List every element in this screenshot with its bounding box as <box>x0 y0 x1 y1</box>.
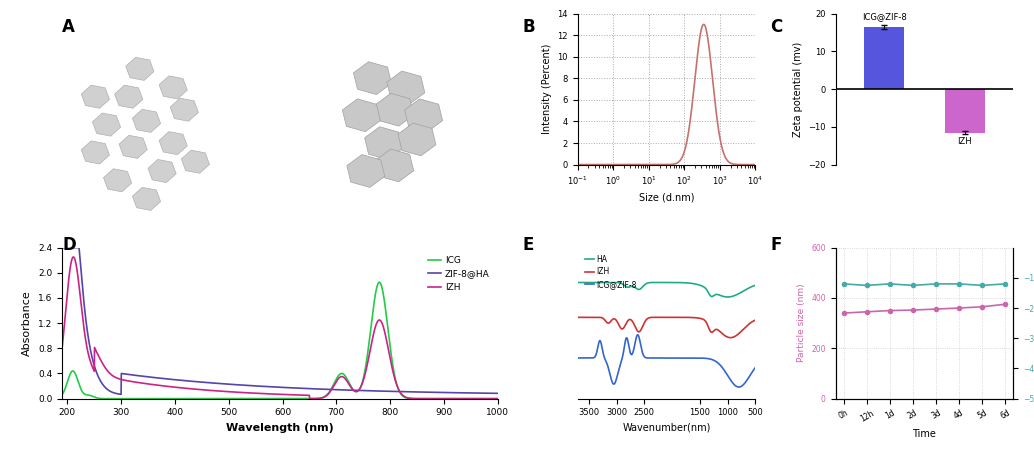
Text: 500nm: 500nm <box>454 190 481 199</box>
IZH <box>750 317 762 323</box>
HA <box>694 283 706 288</box>
ZIF-8@HA <box>479 390 491 396</box>
Text: b: b <box>306 193 314 206</box>
IZH <box>710 327 723 332</box>
Text: ICG@ZIF-8: ICG@ZIF-8 <box>861 12 907 21</box>
HA <box>643 280 656 285</box>
ICG@ZIF-8 <box>572 355 584 361</box>
Line: ICG@ZIF-8: ICG@ZIF-8 <box>578 335 756 387</box>
HA <box>722 294 734 300</box>
ICG <box>78 391 90 397</box>
IZH <box>589 315 602 320</box>
X-axis label: Size (d.nm): Size (d.nm) <box>639 192 695 202</box>
Text: 500nm: 500nm <box>221 190 248 199</box>
ICG <box>479 396 491 401</box>
ICG@ZIF-8 <box>650 355 663 361</box>
Line: ICG: ICG <box>62 282 497 399</box>
Bar <box>945 89 985 133</box>
ZIF-8@HA <box>399 389 412 395</box>
ICG@ZIF-8 <box>589 352 602 358</box>
IZH <box>56 346 68 352</box>
IZH <box>643 315 656 320</box>
ZIF-8@HA <box>479 390 491 396</box>
ICG@ZIF-8 <box>710 359 723 365</box>
ICG@ZIF-8 <box>732 384 744 390</box>
IZH <box>713 328 726 334</box>
ICG <box>256 396 269 401</box>
Y-axis label: Particle size (nm): Particle size (nm) <box>796 284 805 362</box>
IZH <box>79 329 91 335</box>
Text: A: A <box>62 18 74 36</box>
HA <box>589 280 602 285</box>
ICG <box>491 396 504 401</box>
X-axis label: Time: Time <box>912 429 937 439</box>
Line: HA: HA <box>578 283 756 297</box>
ICG@ZIF-8 <box>643 355 656 361</box>
HA <box>713 292 726 298</box>
ZIF-8@HA <box>115 391 127 397</box>
Text: IZH: IZH <box>957 137 972 146</box>
Text: F: F <box>770 236 782 254</box>
IZH <box>399 394 412 400</box>
IZH <box>572 315 584 320</box>
Y-axis label: Intensity (Percent): Intensity (Percent) <box>542 44 552 134</box>
IZH <box>694 316 706 321</box>
Line: IZH: IZH <box>62 257 497 399</box>
X-axis label: Wavelength (nm): Wavelength (nm) <box>226 423 334 433</box>
HA <box>710 292 723 297</box>
Text: a: a <box>73 193 82 206</box>
IZH <box>491 396 504 401</box>
IZH <box>268 391 280 397</box>
ICG <box>179 396 191 401</box>
Legend: HA, IZH, ICG@ZIF-8: HA, IZH, ICG@ZIF-8 <box>581 251 639 292</box>
ZIF-8@HA <box>268 384 280 390</box>
Text: C: C <box>770 18 783 36</box>
Text: E: E <box>522 236 534 254</box>
IZH <box>479 396 491 401</box>
ICG@ZIF-8 <box>632 332 644 337</box>
HA <box>572 280 584 285</box>
HA <box>750 283 762 288</box>
ICG@ZIF-8 <box>694 355 706 361</box>
Line: IZH: IZH <box>578 318 756 337</box>
ICG <box>480 396 492 401</box>
X-axis label: Wavenumber(nm): Wavenumber(nm) <box>622 423 710 433</box>
IZH <box>256 391 269 396</box>
Legend: ICG, ZIF-8@HA, IZH: ICG, ZIF-8@HA, IZH <box>424 252 493 295</box>
ICG <box>373 280 386 285</box>
ZIF-8@HA <box>56 245 68 251</box>
ICG <box>268 396 280 401</box>
ICG <box>56 392 68 398</box>
ICG@ZIF-8 <box>713 362 726 367</box>
ICG@ZIF-8 <box>750 365 762 370</box>
HA <box>649 280 662 285</box>
ZIF-8@HA <box>78 303 90 308</box>
IZH <box>67 254 80 260</box>
Text: B: B <box>522 18 535 36</box>
IZH <box>649 315 662 320</box>
IZH <box>725 335 737 340</box>
Line: ZIF-8@HA: ZIF-8@HA <box>62 248 497 394</box>
IZH <box>479 396 491 401</box>
Text: D: D <box>62 236 75 254</box>
ZIF-8@HA <box>491 390 504 396</box>
ICG <box>399 395 412 400</box>
Y-axis label: Zeta potential (mv): Zeta potential (mv) <box>793 42 802 137</box>
Y-axis label: Absorbance: Absorbance <box>23 290 32 356</box>
ZIF-8@HA <box>256 384 269 389</box>
Bar <box>863 27 904 89</box>
